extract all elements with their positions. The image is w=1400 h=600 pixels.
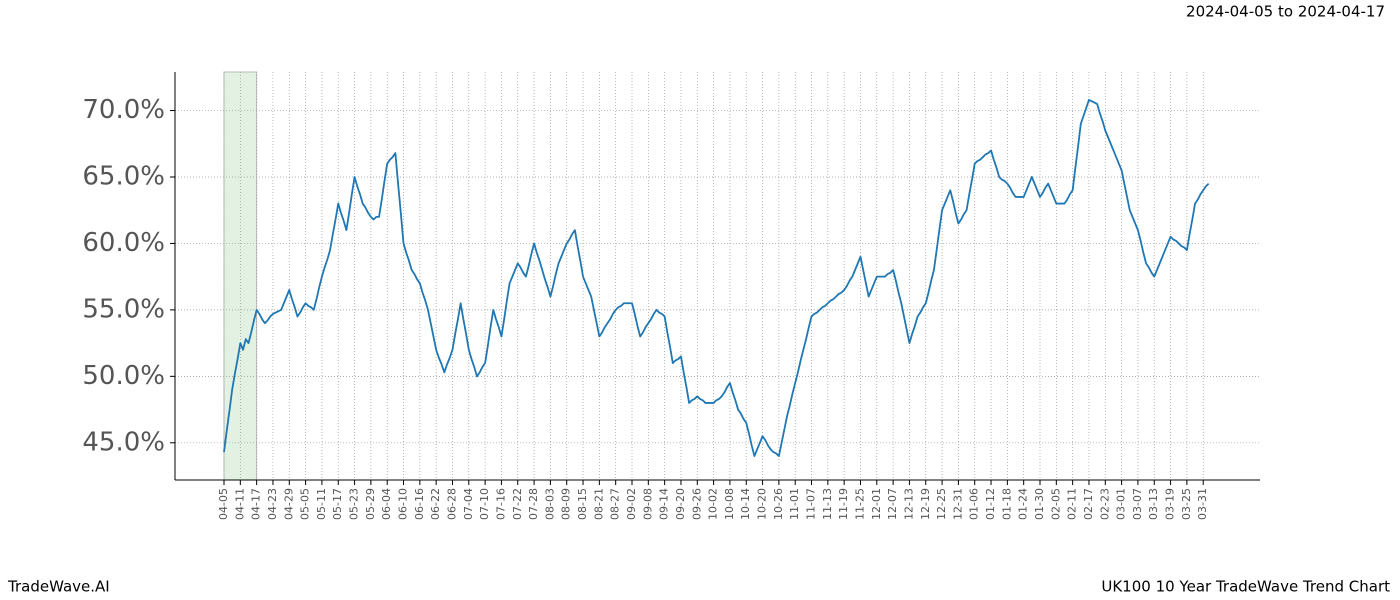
x-tick-label: 10-26 (772, 488, 785, 520)
x-tick-label: 07-10 (478, 488, 491, 520)
x-tick-label: 04-05 (217, 488, 230, 520)
x-tick-label: 09-26 (690, 488, 703, 520)
y-tick-label: 60.0% (82, 228, 165, 258)
x-tick-label: 11-01 (788, 488, 801, 520)
x-tick-label: 06-16 (413, 488, 426, 520)
x-tick-label: 08-21 (592, 488, 605, 520)
x-tick-label: 12-07 (886, 488, 899, 520)
x-tick-label: 08-09 (560, 488, 573, 520)
x-tick-label: 09-08 (641, 488, 654, 520)
date-range: 2024-04-05 to 2024-04-17 (1186, 3, 1385, 21)
x-tick-label: 06-10 (397, 488, 410, 520)
x-tick-label: 04-23 (266, 488, 279, 520)
x-tick-label: 02-11 (1066, 488, 1079, 520)
x-tick-label: 03-31 (1196, 488, 1209, 520)
x-tick-label: 02-05 (1049, 488, 1062, 520)
y-tick-label: 65.0% (82, 161, 165, 191)
x-tick-label: 12-01 (870, 488, 883, 520)
x-tick-label: 01-24 (1017, 488, 1030, 520)
x-tick-label: 03-13 (1147, 488, 1160, 520)
x-tick-label: 04-17 (250, 488, 263, 520)
y-tick-label: 45.0% (82, 427, 165, 457)
x-tick-label: 06-22 (429, 488, 442, 520)
x-tick-label: 11-13 (821, 488, 834, 520)
x-tick-label: 05-11 (315, 488, 328, 520)
x-tick-label: 04-29 (282, 488, 295, 520)
x-tick-label: 09-02 (625, 488, 638, 520)
x-tick-label: 08-27 (609, 488, 622, 520)
x-tick-label: 09-20 (674, 488, 687, 520)
x-tick-label: 07-28 (527, 488, 540, 520)
chart-title: UK100 10 Year TradeWave Trend Chart (1101, 578, 1390, 596)
x-tick-label: 01-30 (1033, 488, 1046, 520)
x-tick-label: 07-16 (494, 488, 507, 520)
x-tick-label: 11-25 (853, 488, 866, 520)
x-tick-label: 03-07 (1131, 488, 1144, 520)
x-tick-label: 05-17 (331, 488, 344, 520)
x-tick-label: 03-19 (1164, 488, 1177, 520)
x-tick-label: 01-06 (968, 488, 981, 520)
x-tick-label: 07-22 (511, 488, 524, 520)
trend-line (223, 99, 1210, 457)
x-tick-label: 03-25 (1180, 488, 1193, 520)
x-tick-label: 02-23 (1098, 488, 1111, 520)
x-tick-label: 03-01 (1115, 488, 1128, 520)
x-tick-label: 12-13 (902, 488, 915, 520)
x-tick-label: 09-14 (658, 488, 671, 520)
x-tick-label: 10-20 (756, 488, 769, 520)
x-tick-label: 02-17 (1082, 488, 1095, 520)
x-tick-label: 12-31 (951, 488, 964, 520)
x-tick-label: 12-19 (919, 488, 932, 520)
brand: TradeWave.AI (7, 578, 110, 596)
x-tick-label: 11-19 (837, 488, 850, 520)
x-tick-label: 08-15 (576, 488, 589, 520)
y-tick-label: 55.0% (82, 294, 165, 324)
y-tick-label: 70.0% (82, 95, 165, 125)
x-tick-label: 10-08 (723, 488, 736, 520)
x-tick-label: 06-04 (380, 488, 393, 520)
x-tick-label: 10-14 (739, 488, 752, 520)
x-tick-label: 04-11 (233, 488, 246, 520)
x-tick-label: 05-05 (299, 488, 312, 520)
x-tick-label: 06-28 (445, 488, 458, 520)
x-tick-label: 12-25 (935, 488, 948, 520)
x-tick-label: 01-18 (1000, 488, 1013, 520)
x-tick-label: 05-29 (364, 488, 377, 520)
x-tick-label: 10-02 (707, 488, 720, 520)
x-tick-label: 05-23 (348, 488, 361, 520)
x-tick-label: 01-12 (984, 488, 997, 520)
x-tick-label: 07-04 (462, 488, 475, 520)
y-tick-label: 50.0% (82, 361, 165, 391)
x-tick-label: 08-03 (543, 488, 556, 520)
x-tick-label: 11-07 (805, 488, 818, 520)
